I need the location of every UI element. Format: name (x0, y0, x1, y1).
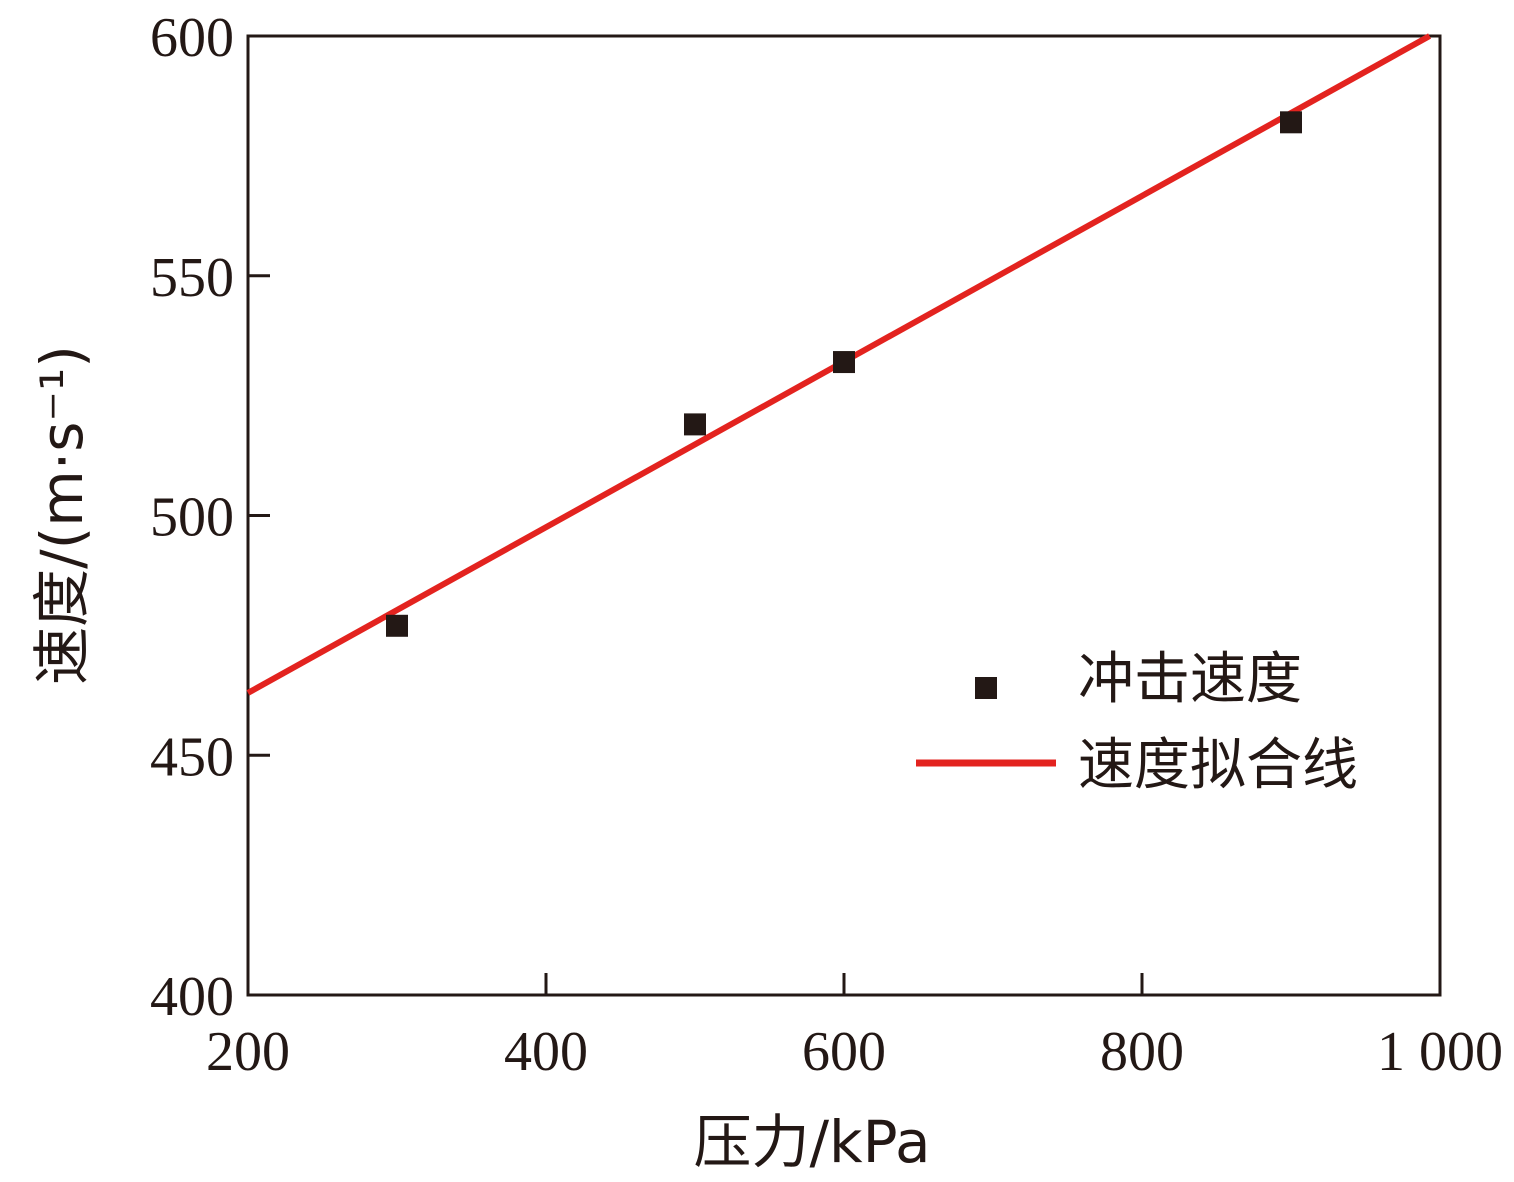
data-point (833, 351, 855, 374)
plot-area (246, 33, 1432, 696)
x-tick-label: 800 (1100, 1021, 1184, 1083)
y-tick-label: 400 (150, 966, 234, 1028)
legend: 冲击速度 速度拟合线 (916, 647, 1358, 798)
x-tick-label: 1 000 (1377, 1021, 1503, 1083)
x-tick-label: 200 (206, 1021, 290, 1083)
legend-marker-scatter (975, 677, 997, 699)
data-point (684, 413, 706, 436)
data-point (1280, 111, 1302, 134)
legend-label-scatter: 冲击速度 (1078, 647, 1302, 712)
y-tick-label: 600 (150, 7, 234, 69)
x-tick-label: 400 (504, 1021, 588, 1083)
data-point (386, 614, 408, 637)
x-axis-title: 压力/kPa (693, 1108, 930, 1176)
y-ticks: 400 450 500 550 600 (150, 7, 270, 1028)
y-tick-label: 450 (150, 726, 234, 788)
y-axis-title: 速度/(m·s⁻¹) (28, 345, 96, 685)
x-ticks: 200 400 600 800 1 000 (206, 973, 1503, 1083)
x-tick-label: 600 (802, 1021, 886, 1083)
y-tick-label: 550 (150, 247, 234, 309)
y-tick-label: 500 (150, 487, 234, 549)
plot-frame (246, 34, 1442, 997)
legend-label-fit: 速度拟合线 (1078, 733, 1358, 798)
